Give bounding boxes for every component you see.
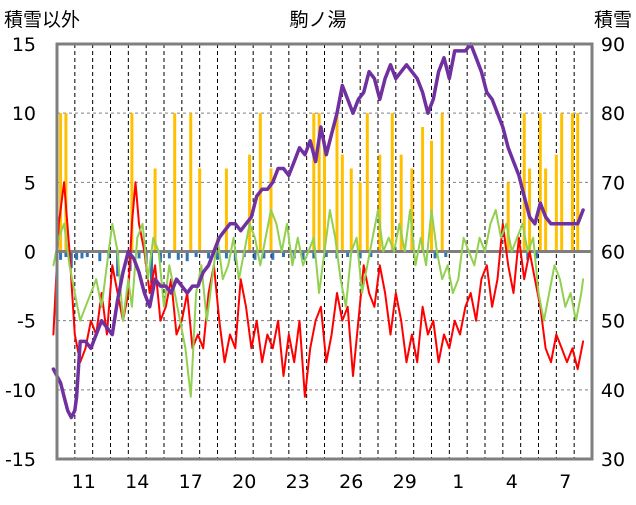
orange-bar (189, 113, 193, 252)
right-tick-label: 70 (601, 172, 625, 194)
right-tick-label: 50 (601, 311, 625, 333)
blue-bar (98, 251, 102, 262)
orange-bar (130, 113, 134, 252)
chart-title: 駒ノ湯 (289, 9, 346, 31)
left-tick-label: 10 (12, 103, 36, 125)
orange-bar (323, 140, 326, 252)
blue-bar (358, 251, 362, 259)
blue-bar (167, 251, 171, 259)
orange-bar (365, 113, 369, 252)
blue-bar (433, 251, 437, 259)
right-axis-label: 積雪 (594, 9, 632, 31)
left-tick-label: 15 (12, 34, 36, 56)
x-tick-label: 29 (393, 471, 417, 493)
right-tick-label: 30 (601, 449, 625, 471)
left-tick-label: -15 (5, 449, 36, 471)
blue-bar (150, 251, 154, 284)
x-tick-label: 7 (559, 471, 571, 493)
orange-bar (421, 127, 425, 252)
orange-bar (440, 113, 444, 252)
red-series-line (52, 181, 585, 398)
blue-bar (158, 251, 162, 263)
blue-bar (75, 251, 79, 260)
blue-bar (80, 251, 84, 259)
orange-bar (538, 113, 542, 252)
orange-bar (522, 113, 526, 252)
orange-bar (506, 182, 510, 252)
right-tick-label: 80 (601, 103, 625, 125)
x-tick-label: 23 (286, 471, 310, 493)
orange-bar (544, 168, 548, 252)
blue-bar (216, 251, 219, 260)
x-tick-label: 20 (232, 471, 256, 493)
x-tick-label: 26 (339, 471, 363, 493)
blue-bar (301, 251, 305, 260)
left-tick-label: 0 (24, 242, 36, 264)
blue-bar (444, 251, 448, 258)
series-lines (51, 42, 585, 420)
orange-bar (430, 140, 433, 252)
right-tick-label: 40 (601, 380, 625, 402)
orange-bar (173, 113, 177, 252)
orange-bar (248, 154, 252, 252)
orange-bar (64, 113, 68, 252)
orange-bar (224, 168, 228, 252)
blue-bar (224, 251, 228, 259)
purple-series-line (51, 42, 585, 420)
blue-bar (194, 251, 198, 258)
orange-bar (560, 113, 564, 252)
orange-bar (570, 113, 574, 252)
orange-bar (410, 168, 414, 252)
blue-bar (346, 251, 350, 258)
blue-bar (253, 251, 257, 260)
blue-bar (59, 251, 63, 260)
blue-bar (85, 251, 89, 258)
blue-bar (262, 251, 266, 259)
orange-bar (390, 113, 394, 252)
orange-bar (312, 113, 316, 252)
plot-frame (55, 42, 594, 461)
right-tick-label: 60 (601, 242, 625, 264)
blue-bar (176, 251, 180, 260)
x-tick-label: 17 (179, 471, 203, 493)
x-tick-label: 4 (506, 471, 518, 493)
left-tick-label: -5 (17, 311, 36, 333)
blue-bar (271, 251, 275, 260)
blue-bar (207, 251, 211, 259)
orange-bar (378, 154, 382, 252)
orange-bar (335, 113, 339, 252)
right-tick-label: 90 (601, 34, 625, 56)
left-axis-label: 積雪以外 (4, 9, 80, 31)
orange-bar (153, 168, 157, 252)
blue-bar (281, 251, 285, 258)
x-tick-label: 11 (72, 471, 96, 493)
orange-bar (340, 154, 344, 252)
green-series-line (52, 209, 585, 398)
orange-bar (358, 182, 362, 252)
orange-bar (554, 154, 558, 252)
orange-bar (59, 113, 63, 252)
orange-bar (349, 168, 353, 252)
x-tick-label: 14 (125, 471, 149, 493)
blue-bar (312, 251, 316, 259)
left-tick-label: -10 (5, 380, 36, 402)
blue-bar (137, 251, 141, 259)
orange-bar (258, 113, 262, 252)
blue-bar (64, 251, 68, 258)
blue-bar (535, 251, 539, 259)
orange-bar (576, 113, 580, 252)
left-tick-label: 5 (24, 172, 36, 194)
blue-bar (324, 251, 328, 258)
x-tick-label: 1 (452, 471, 464, 493)
orange-bar (399, 154, 403, 252)
orange-bar (317, 113, 321, 252)
blue-bar (185, 251, 189, 262)
blue-bar (369, 251, 373, 258)
orange-bar (198, 168, 202, 252)
blue-bar (69, 251, 73, 269)
